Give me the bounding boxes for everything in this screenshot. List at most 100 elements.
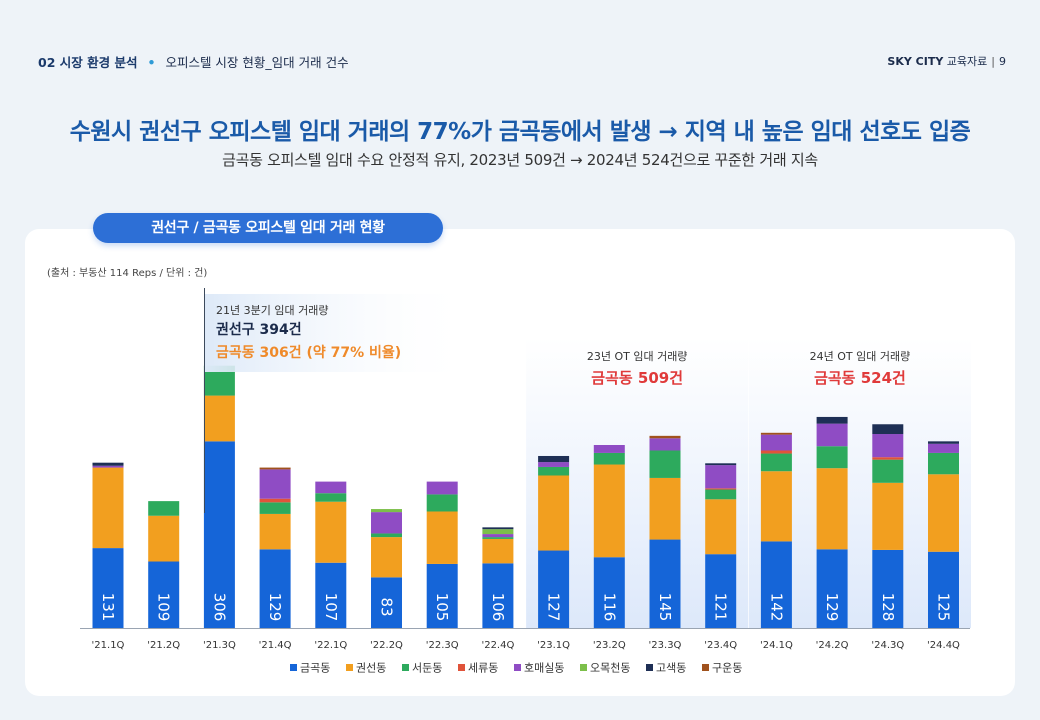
bar-segment bbox=[649, 435, 681, 439]
x-tick-label: '21.1Q bbox=[92, 640, 125, 651]
bar-segment bbox=[705, 463, 737, 466]
bar-segment bbox=[816, 423, 848, 447]
bar-segment bbox=[928, 551, 959, 628]
legend-label: 서둔동 bbox=[412, 662, 442, 675]
bar-segment bbox=[705, 489, 737, 500]
x-tick-label: '21.3Q bbox=[203, 640, 236, 651]
bar-segment bbox=[482, 527, 514, 530]
bar-segment bbox=[371, 537, 402, 578]
page-subheadline: 금곡동 오피스텔 임대 수요 안정적 유지, 2023년 509건 → 2024… bbox=[222, 151, 818, 169]
bar-segment bbox=[371, 512, 402, 534]
bar-segment bbox=[148, 501, 180, 516]
bar-segment bbox=[705, 465, 737, 489]
bar-segment bbox=[760, 432, 792, 435]
data-label: 116 bbox=[600, 593, 618, 622]
page-number: 9 bbox=[999, 55, 1006, 68]
bar-segment bbox=[760, 453, 792, 472]
bar-segment bbox=[538, 466, 570, 476]
bar-segment bbox=[872, 459, 904, 483]
x-tick-label: '23.1Q bbox=[537, 640, 570, 651]
data-label: 106 bbox=[489, 593, 507, 622]
bar-segment bbox=[371, 509, 402, 513]
x-tick-label: '24.3Q bbox=[871, 640, 904, 651]
data-label: 129 bbox=[266, 593, 284, 622]
bar-segment bbox=[649, 539, 681, 628]
bar-segment bbox=[92, 465, 124, 468]
x-tick-label: '23.4Q bbox=[704, 640, 737, 651]
bar-segment bbox=[649, 477, 681, 540]
legend-swatch bbox=[646, 664, 653, 671]
legend-label: 구운동 bbox=[712, 662, 742, 675]
callout-box bbox=[204, 294, 474, 372]
data-label: 127 bbox=[545, 593, 563, 622]
bar-segment bbox=[148, 515, 180, 562]
x-tick-label: '22.1Q bbox=[314, 640, 347, 651]
x-tick-label: '23.3Q bbox=[649, 640, 682, 651]
brand-label: SKY CITY bbox=[887, 55, 944, 68]
callout-ratio: 금곡동 306건 (약 77% 비율) bbox=[216, 344, 401, 361]
bar-segment bbox=[760, 434, 792, 451]
bar-segment bbox=[705, 488, 737, 490]
data-label: 131 bbox=[99, 593, 117, 622]
bar-segment bbox=[92, 548, 124, 628]
year-2024-total: 금곡동 524건 bbox=[814, 369, 906, 387]
bar-segment bbox=[928, 452, 959, 475]
bar-segment bbox=[203, 441, 235, 628]
x-tick-label: '23.2Q bbox=[593, 640, 626, 651]
bar-segment bbox=[649, 450, 681, 478]
page-headline: 수원시 권선구 오피스텔 임대 거래의 77%가 금곡동에서 발생 → 지역 내… bbox=[69, 119, 971, 145]
bar-segment bbox=[928, 441, 959, 444]
data-label: 125 bbox=[935, 593, 953, 622]
bar-segment bbox=[816, 416, 848, 424]
bar-segment bbox=[593, 464, 625, 558]
data-label: 83 bbox=[378, 597, 396, 616]
doc-label: 교육자료 bbox=[946, 55, 988, 68]
legend-swatch bbox=[702, 664, 709, 671]
x-tick-label: '22.3Q bbox=[426, 640, 459, 651]
legend-label: 세류동 bbox=[468, 662, 498, 675]
bar-segment bbox=[482, 563, 514, 628]
legend-swatch bbox=[402, 664, 409, 671]
bar-segment bbox=[816, 446, 848, 469]
callout-caption: 21년 3분기 임대 거래량 bbox=[216, 304, 328, 317]
bar-segment bbox=[426, 481, 458, 495]
bar-segment bbox=[816, 549, 848, 628]
legend-swatch bbox=[346, 664, 353, 671]
bullet-icon: • bbox=[147, 55, 156, 70]
data-label: 109 bbox=[155, 593, 173, 622]
legend-label: 권선동 bbox=[356, 662, 386, 675]
callout-total: 권선구 394건 bbox=[216, 321, 302, 338]
bar-segment bbox=[426, 511, 458, 564]
source-note: (출처 : 부동산 114 Reps / 단위 : 건) bbox=[47, 268, 208, 279]
bar-segment bbox=[203, 395, 235, 442]
bar-segment bbox=[482, 534, 514, 538]
legend-swatch bbox=[514, 664, 521, 671]
bar-segment bbox=[760, 450, 792, 454]
bar-segment bbox=[148, 561, 180, 628]
x-tick-label: '21.4Q bbox=[259, 640, 292, 651]
bar-segment bbox=[760, 541, 792, 628]
bar-segment bbox=[482, 529, 514, 535]
bar-segment bbox=[872, 457, 904, 460]
bar-segment bbox=[538, 475, 570, 551]
bar-segment bbox=[872, 549, 904, 628]
section-label: 02 시장 환경 분석 bbox=[38, 55, 138, 70]
bar-segment bbox=[259, 513, 291, 550]
x-tick-label: '24.4Q bbox=[927, 640, 960, 651]
bar-segment bbox=[259, 502, 291, 514]
bar-segment bbox=[371, 577, 402, 628]
legend-swatch bbox=[290, 664, 297, 671]
doc-info: SKY CITY 교육자료 | 9 bbox=[887, 53, 1006, 69]
bar-segment bbox=[315, 493, 347, 502]
bar-segment bbox=[426, 494, 458, 512]
bar-segment bbox=[92, 462, 124, 466]
bar-segment bbox=[928, 443, 959, 453]
bar-segment bbox=[816, 468, 848, 550]
bar-segment bbox=[872, 424, 904, 435]
bar-segment bbox=[259, 549, 291, 628]
bar-segment bbox=[371, 533, 402, 538]
bar-segment bbox=[760, 471, 792, 542]
bar-segment bbox=[315, 481, 347, 494]
panel-title: 권선구 / 금곡동 오피스텔 임대 거래 현황 bbox=[93, 213, 443, 243]
